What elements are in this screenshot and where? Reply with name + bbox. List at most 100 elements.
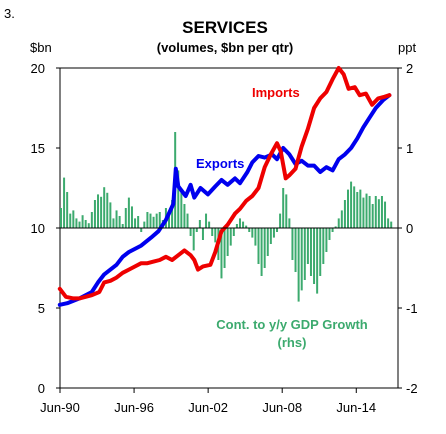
contribution-bar	[362, 197, 365, 228]
contribution-bar	[112, 218, 115, 228]
left-tick-label: 20	[31, 61, 45, 76]
contribution-bar	[155, 213, 158, 228]
contribution-bar	[84, 220, 87, 228]
contribution-bar	[115, 210, 118, 228]
contribution-bar	[220, 228, 223, 279]
right-tick-label: -2	[406, 381, 418, 396]
contribution-bar	[313, 228, 316, 284]
contribution-bar	[340, 210, 343, 228]
contribution-bar	[272, 228, 275, 238]
contribution-bar	[127, 197, 130, 228]
contribution-bar	[288, 218, 291, 228]
figure-number: 3.	[4, 6, 15, 21]
x-tick-label: Jun-08	[262, 400, 302, 415]
contribution-bar	[189, 228, 192, 236]
contribution-bar	[146, 212, 149, 228]
contribution-bar	[87, 223, 90, 228]
exports-line	[57, 93, 392, 307]
contribution-bar	[251, 228, 254, 238]
contribution-bar	[137, 216, 140, 228]
contribution-bar	[109, 202, 112, 228]
contribution-bar	[334, 226, 337, 228]
contribution-bar	[118, 216, 121, 228]
right-axis-unit: ppt	[398, 40, 416, 55]
contribution-bar	[353, 186, 356, 228]
right-tick-label: 0	[406, 221, 413, 236]
contribution-bar	[106, 192, 109, 228]
contribution-bar	[350, 181, 353, 228]
contribution-bar	[186, 213, 189, 228]
contribution-bar	[309, 228, 312, 276]
contribution-bar	[359, 189, 362, 228]
contribution-bar	[254, 228, 257, 246]
contribution-bar	[266, 228, 269, 256]
contribution-bar	[93, 200, 96, 228]
contribution-bar	[343, 200, 346, 228]
contribution-bar	[282, 188, 285, 228]
left-tick-label: 15	[31, 141, 45, 156]
contribution-bar	[192, 228, 195, 251]
contribution-bar	[232, 228, 235, 236]
contribution-bar	[337, 218, 340, 228]
contribution-label-line1: Cont. to y/y GDP Growth	[216, 317, 367, 332]
contribution-bar	[158, 212, 161, 228]
contribution-bar	[130, 206, 133, 228]
left-tick-label: 0	[38, 381, 45, 396]
contribution-bar	[276, 228, 279, 232]
contribution-bar	[180, 192, 183, 228]
contribution-bar	[269, 228, 272, 244]
contribution-bar	[149, 213, 152, 228]
contribution-bar	[214, 228, 217, 243]
contribution-bar	[377, 199, 380, 228]
exports-label: Exports	[196, 156, 244, 171]
contribution-bar	[63, 177, 66, 228]
contribution-bar	[303, 228, 306, 280]
contribution-bar	[90, 212, 93, 228]
contribution-bar	[103, 187, 106, 228]
contribution-label-line2: (rhs)	[278, 335, 307, 350]
contribution-bar	[143, 221, 146, 228]
contribution-bar	[97, 194, 100, 228]
contribution-bar	[322, 228, 325, 264]
x-tick-label: Jun-02	[188, 400, 228, 415]
contribution-bar	[294, 228, 297, 272]
contribution-bar	[75, 218, 78, 228]
x-tick-label: Jun-96	[114, 400, 154, 415]
contribution-bar	[263, 228, 266, 268]
imports-label: Imports	[252, 85, 300, 100]
contribution-bar	[211, 228, 214, 236]
contribution-bar	[325, 228, 328, 252]
chart-title: SERVICES	[182, 18, 268, 37]
contribution-bar	[134, 218, 137, 228]
contribution-bar	[384, 201, 387, 228]
contribution-bar	[140, 228, 143, 232]
right-tick-label: 2	[406, 61, 413, 76]
contribution-bar	[183, 204, 186, 228]
contribution-bar	[242, 221, 245, 228]
imports-line	[57, 66, 392, 301]
axes: 0 5 10 15 20 -2 -1 0 1 2 Jun-90 Jun-96 Jun-02 Jun-08 J…	[31, 61, 418, 415]
contribution-bar	[387, 218, 390, 228]
contribution-bar	[235, 224, 238, 228]
contribution-bar	[390, 221, 393, 228]
contribution-bar	[297, 228, 300, 302]
contribution-bar	[380, 196, 383, 228]
x-tick-label: Jun-90	[40, 400, 80, 415]
series-lines	[57, 66, 392, 307]
contribution-bar	[248, 228, 251, 232]
contribution-bar	[226, 228, 229, 256]
left-axis-unit: $bn	[30, 40, 52, 55]
contribution-bar	[356, 192, 359, 228]
contribution-bar	[306, 228, 309, 264]
contribution-bar	[260, 228, 263, 276]
contribution-bar	[365, 193, 368, 228]
contribution-bar	[124, 208, 127, 228]
contribution-bar	[208, 221, 211, 228]
contribution-bar	[371, 204, 374, 228]
contribution-bar	[238, 218, 241, 228]
contribution-bar	[328, 228, 331, 240]
left-tick-label: 10	[31, 221, 45, 236]
contribution-bar	[331, 228, 334, 232]
contribution-bar	[368, 196, 371, 228]
